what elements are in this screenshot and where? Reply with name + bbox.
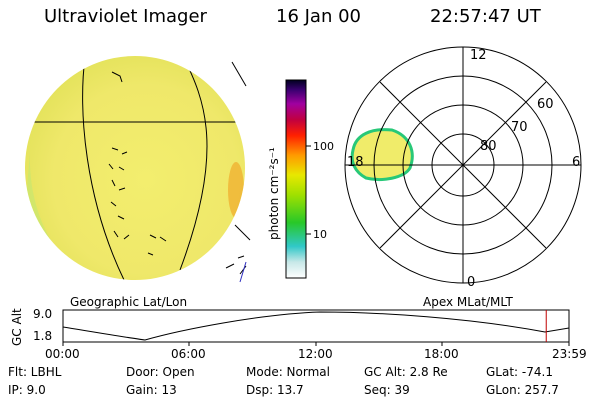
- lat-60-label: 60: [537, 97, 554, 112]
- timeline-y-bottom: 1.8: [33, 329, 53, 343]
- timeline-y-top: 9.0: [33, 307, 53, 321]
- polar-panel-label: Apex MLat/MLT: [423, 295, 513, 309]
- date-label: 16 Jan 00: [276, 6, 361, 27]
- timeline-tick-label: 00:00: [45, 347, 80, 361]
- instrument-title: Ultraviolet Imager: [44, 6, 207, 27]
- filter-status: Flt: LBHL: [8, 365, 62, 379]
- dsp-status: Dsp: 13.7: [246, 383, 304, 397]
- altitude-timeline: [62, 309, 570, 346]
- gain-status: Gain: 13: [126, 383, 177, 397]
- mlt-18-label: 18: [347, 155, 364, 170]
- gc-alt-axis-label: GC Alt: [10, 308, 24, 346]
- earth-image: [25, 56, 251, 283]
- polar-plot: [344, 46, 582, 284]
- ip-status: IP: 9.0: [8, 383, 46, 397]
- colorbar-units-label: photon cm⁻²s⁻¹: [267, 147, 281, 240]
- mlt-6-label: 6: [572, 155, 581, 170]
- lat-70-label: 70: [511, 120, 528, 135]
- mlt-12-label: 12: [470, 48, 487, 63]
- lat-80-label: 80: [480, 139, 497, 154]
- time-label: 22:57:47 UT: [430, 6, 541, 27]
- mode-status: Mode: Normal: [246, 365, 330, 379]
- timeline-tick-label: 18:00: [424, 347, 459, 361]
- gc-alt-status: GC Alt: 2.8 Re: [364, 365, 448, 379]
- glat-status: GLat: -74.1: [486, 365, 553, 379]
- geo-panel-label: Geographic Lat/Lon: [70, 295, 188, 309]
- colorbar-tick-100: 100: [313, 140, 334, 153]
- door-status: Door: Open: [126, 365, 195, 379]
- timeline-tick-label: 12:00: [298, 347, 333, 361]
- timeline-tick-label: 06:00: [171, 347, 206, 361]
- mlt-0-label: 0: [467, 275, 476, 290]
- colorbar: [285, 79, 311, 279]
- glon-status: GLon: 257.7: [486, 383, 559, 397]
- timeline-tick-label: 23:59: [552, 347, 587, 361]
- seq-status: Seq: 39: [364, 383, 410, 397]
- colorbar-tick-10: 10: [313, 228, 327, 241]
